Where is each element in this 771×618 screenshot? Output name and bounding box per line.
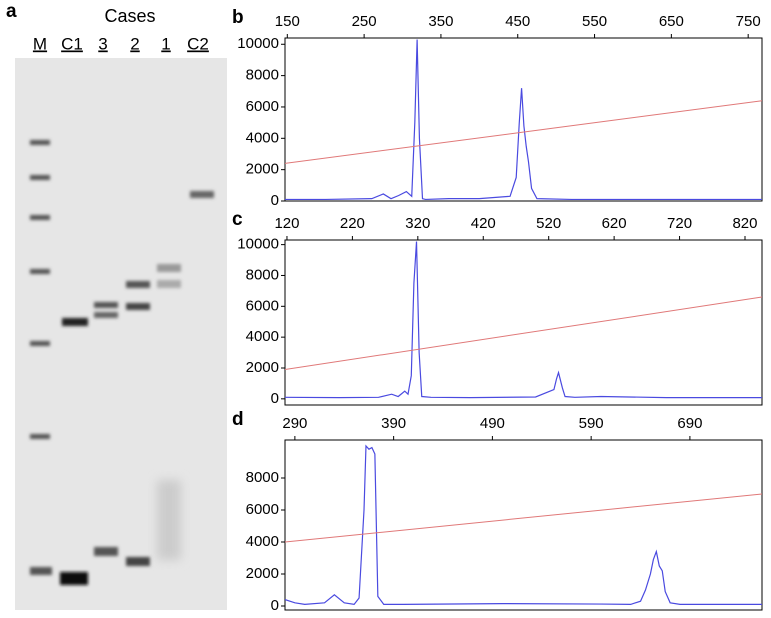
x-tick-label: 550 bbox=[582, 13, 607, 30]
x-tick-label: 250 bbox=[352, 13, 377, 30]
x-tick-label: 420 bbox=[471, 215, 496, 232]
x-tick-label: 690 bbox=[677, 415, 702, 432]
y-tick-label: 0 bbox=[271, 192, 279, 209]
x-tick-label: 350 bbox=[428, 13, 453, 30]
y-tick-label: 10000 bbox=[237, 236, 279, 253]
x-tick-label: 590 bbox=[579, 415, 604, 432]
x-tick-label: 450 bbox=[505, 13, 530, 30]
lane-label: 3 bbox=[98, 34, 107, 53]
y-tick-label: 4000 bbox=[246, 533, 279, 550]
x-tick-label: 320 bbox=[405, 215, 430, 232]
panel-label: c bbox=[232, 209, 243, 230]
x-tick-label: 120 bbox=[274, 215, 299, 232]
lane-label: C2 bbox=[187, 34, 209, 53]
panel-label: a bbox=[6, 1, 17, 22]
x-tick-label: 490 bbox=[480, 415, 505, 432]
x-tick-label: 720 bbox=[667, 215, 692, 232]
panel-label: b bbox=[232, 7, 244, 28]
trace bbox=[285, 241, 762, 399]
plot-frame bbox=[284, 439, 763, 611]
x-tick-label: 620 bbox=[602, 215, 627, 232]
y-tick-label: 6000 bbox=[246, 297, 279, 314]
y-tick-label: 6000 bbox=[246, 501, 279, 518]
gel-image bbox=[15, 58, 227, 610]
x-tick-label: 290 bbox=[282, 415, 307, 432]
trace bbox=[285, 296, 762, 371]
y-tick-label: 2000 bbox=[246, 565, 279, 582]
trace bbox=[285, 100, 762, 164]
y-tick-label: 2000 bbox=[246, 161, 279, 178]
trace bbox=[285, 39, 762, 201]
lane-label: C1 bbox=[61, 34, 83, 53]
x-tick-label: 650 bbox=[659, 13, 684, 30]
trace bbox=[285, 493, 762, 543]
lane-label: 1 bbox=[161, 34, 170, 53]
x-tick-label: 750 bbox=[736, 13, 761, 30]
x-tick-label: 390 bbox=[381, 415, 406, 432]
y-tick-label: 8000 bbox=[246, 469, 279, 486]
lane-label: M bbox=[33, 34, 47, 53]
y-tick-label: 0 bbox=[271, 597, 279, 614]
y-tick-label: 4000 bbox=[246, 129, 279, 146]
x-tick-label: 150 bbox=[275, 13, 300, 30]
x-tick-label: 820 bbox=[732, 215, 757, 232]
x-tick-label: 520 bbox=[536, 215, 561, 232]
y-tick-label: 4000 bbox=[246, 328, 279, 345]
x-tick-label: 220 bbox=[340, 215, 365, 232]
y-tick-label: 8000 bbox=[246, 67, 279, 84]
y-tick-label: 10000 bbox=[237, 35, 279, 52]
plot-frame bbox=[284, 239, 763, 406]
lane-label: 2 bbox=[130, 34, 139, 53]
gel-bands bbox=[30, 140, 214, 585]
y-tick-label: 6000 bbox=[246, 98, 279, 115]
gel-smear bbox=[157, 480, 181, 560]
y-tick-label: 0 bbox=[271, 390, 279, 407]
gel-title: Cases bbox=[104, 6, 155, 26]
panel-label: d bbox=[232, 409, 244, 430]
y-tick-label: 8000 bbox=[246, 266, 279, 283]
y-tick-label: 2000 bbox=[246, 359, 279, 376]
trace bbox=[285, 444, 762, 606]
